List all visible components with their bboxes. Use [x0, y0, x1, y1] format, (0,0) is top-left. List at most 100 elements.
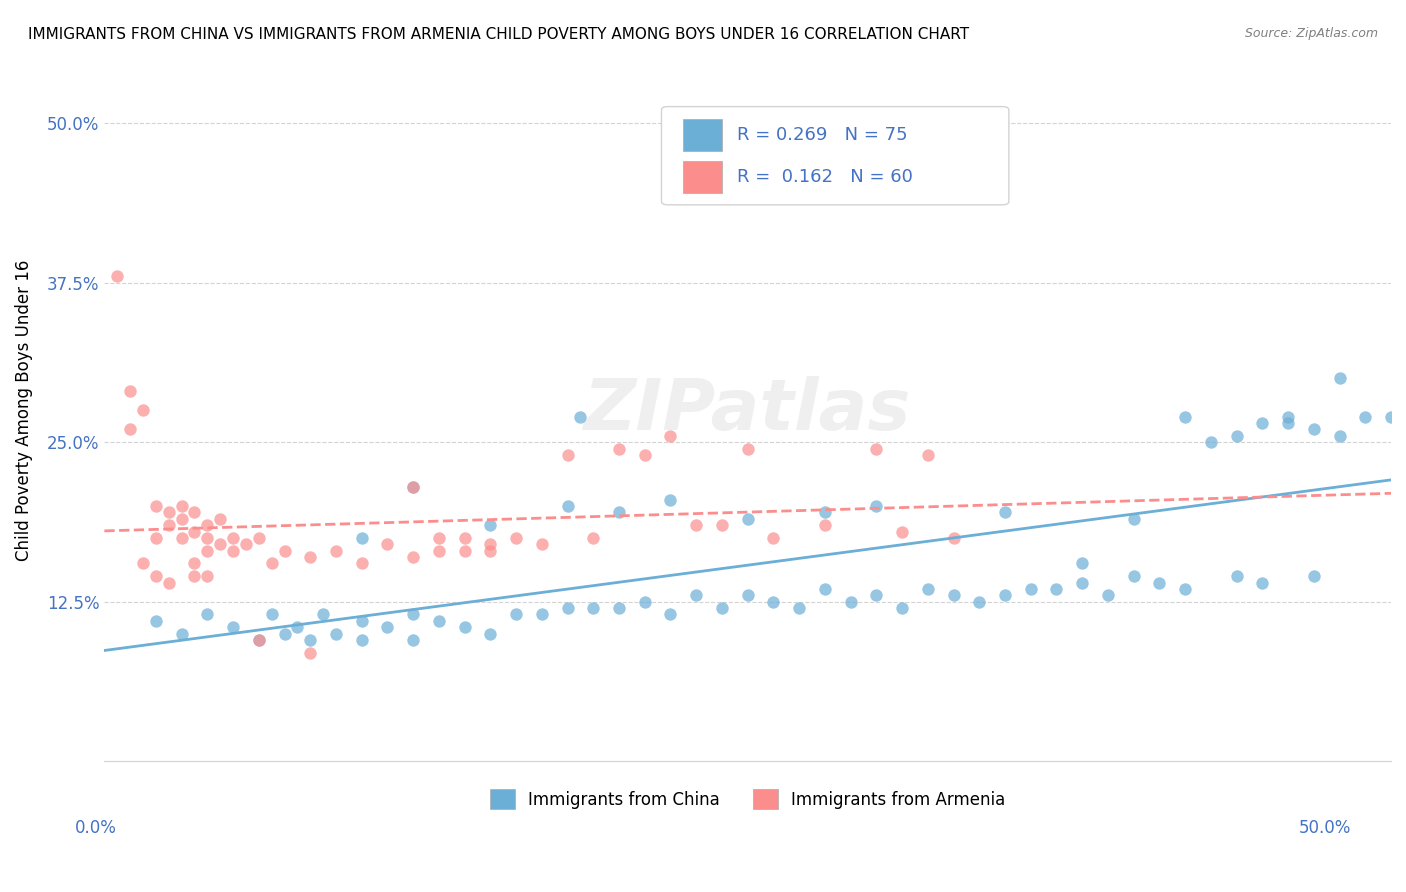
Point	[195, 569, 218, 583]
Point	[222, 543, 245, 558]
Point	[1097, 588, 1119, 602]
Point	[1251, 575, 1274, 590]
Point	[402, 607, 425, 622]
Point	[402, 480, 425, 494]
Point	[209, 537, 232, 551]
Point	[557, 601, 579, 615]
Point	[479, 537, 502, 551]
Point	[145, 614, 167, 628]
Point	[132, 557, 155, 571]
Point	[479, 626, 502, 640]
Point	[1122, 512, 1144, 526]
Point	[814, 582, 837, 596]
Point	[1174, 409, 1197, 424]
Point	[183, 557, 205, 571]
Point	[1226, 569, 1249, 583]
Point	[157, 518, 180, 533]
Point	[247, 632, 270, 647]
Point	[1277, 409, 1299, 424]
Point	[273, 543, 295, 558]
Point	[607, 601, 630, 615]
Point	[505, 531, 527, 545]
Point	[762, 531, 785, 545]
Point	[710, 518, 733, 533]
Point	[1019, 582, 1042, 596]
Point	[299, 549, 322, 564]
Point	[969, 594, 991, 608]
Point	[710, 601, 733, 615]
Point	[814, 518, 837, 533]
Point	[505, 607, 527, 622]
Point	[325, 543, 347, 558]
Point	[1302, 422, 1324, 436]
Point	[402, 480, 425, 494]
Point	[659, 429, 682, 443]
Point	[427, 531, 450, 545]
Point	[222, 620, 245, 634]
Point	[260, 607, 283, 622]
Point	[479, 518, 502, 533]
FancyBboxPatch shape	[683, 161, 721, 193]
Point	[891, 601, 914, 615]
Point	[1071, 575, 1094, 590]
Text: R = 0.269   N = 75: R = 0.269 N = 75	[737, 126, 908, 144]
Point	[865, 499, 887, 513]
Point	[132, 403, 155, 417]
Text: 50.0%: 50.0%	[1298, 819, 1351, 837]
Point	[1302, 569, 1324, 583]
Point	[120, 422, 142, 436]
Point	[427, 614, 450, 628]
Point	[839, 594, 862, 608]
Point	[170, 531, 193, 545]
Point	[350, 632, 373, 647]
Point	[1226, 429, 1249, 443]
Legend: Immigrants from China, Immigrants from Armenia: Immigrants from China, Immigrants from A…	[484, 782, 1012, 816]
Point	[377, 537, 399, 551]
Point	[685, 518, 707, 533]
Point	[569, 409, 592, 424]
Point	[145, 531, 167, 545]
Point	[917, 448, 939, 462]
Point	[942, 531, 965, 545]
Point	[157, 505, 180, 519]
Point	[145, 499, 167, 513]
Point	[350, 531, 373, 545]
Point	[1379, 409, 1402, 424]
Point	[557, 499, 579, 513]
Point	[994, 588, 1017, 602]
Point	[659, 492, 682, 507]
Point	[377, 620, 399, 634]
Point	[1149, 575, 1171, 590]
Point	[865, 588, 887, 602]
Point	[659, 607, 682, 622]
Point	[285, 620, 308, 634]
Point	[479, 543, 502, 558]
Point	[273, 626, 295, 640]
Point	[1045, 582, 1067, 596]
FancyBboxPatch shape	[661, 107, 1010, 205]
Point	[1251, 416, 1274, 430]
Point	[685, 588, 707, 602]
Point	[299, 646, 322, 660]
Text: ZIPatlas: ZIPatlas	[583, 376, 911, 445]
Point	[737, 512, 759, 526]
Y-axis label: Child Poverty Among Boys Under 16: Child Poverty Among Boys Under 16	[15, 260, 32, 561]
Point	[183, 505, 205, 519]
Point	[183, 524, 205, 539]
Point	[247, 632, 270, 647]
Point	[634, 448, 657, 462]
Point	[195, 531, 218, 545]
Point	[427, 543, 450, 558]
Point	[195, 607, 218, 622]
Point	[120, 384, 142, 399]
Point	[402, 632, 425, 647]
Point	[325, 626, 347, 640]
Point	[170, 512, 193, 526]
Point	[1174, 582, 1197, 596]
Text: Source: ZipAtlas.com: Source: ZipAtlas.com	[1244, 27, 1378, 40]
Point	[247, 531, 270, 545]
Point	[1071, 557, 1094, 571]
Point	[530, 607, 553, 622]
Point	[350, 557, 373, 571]
Point	[814, 505, 837, 519]
